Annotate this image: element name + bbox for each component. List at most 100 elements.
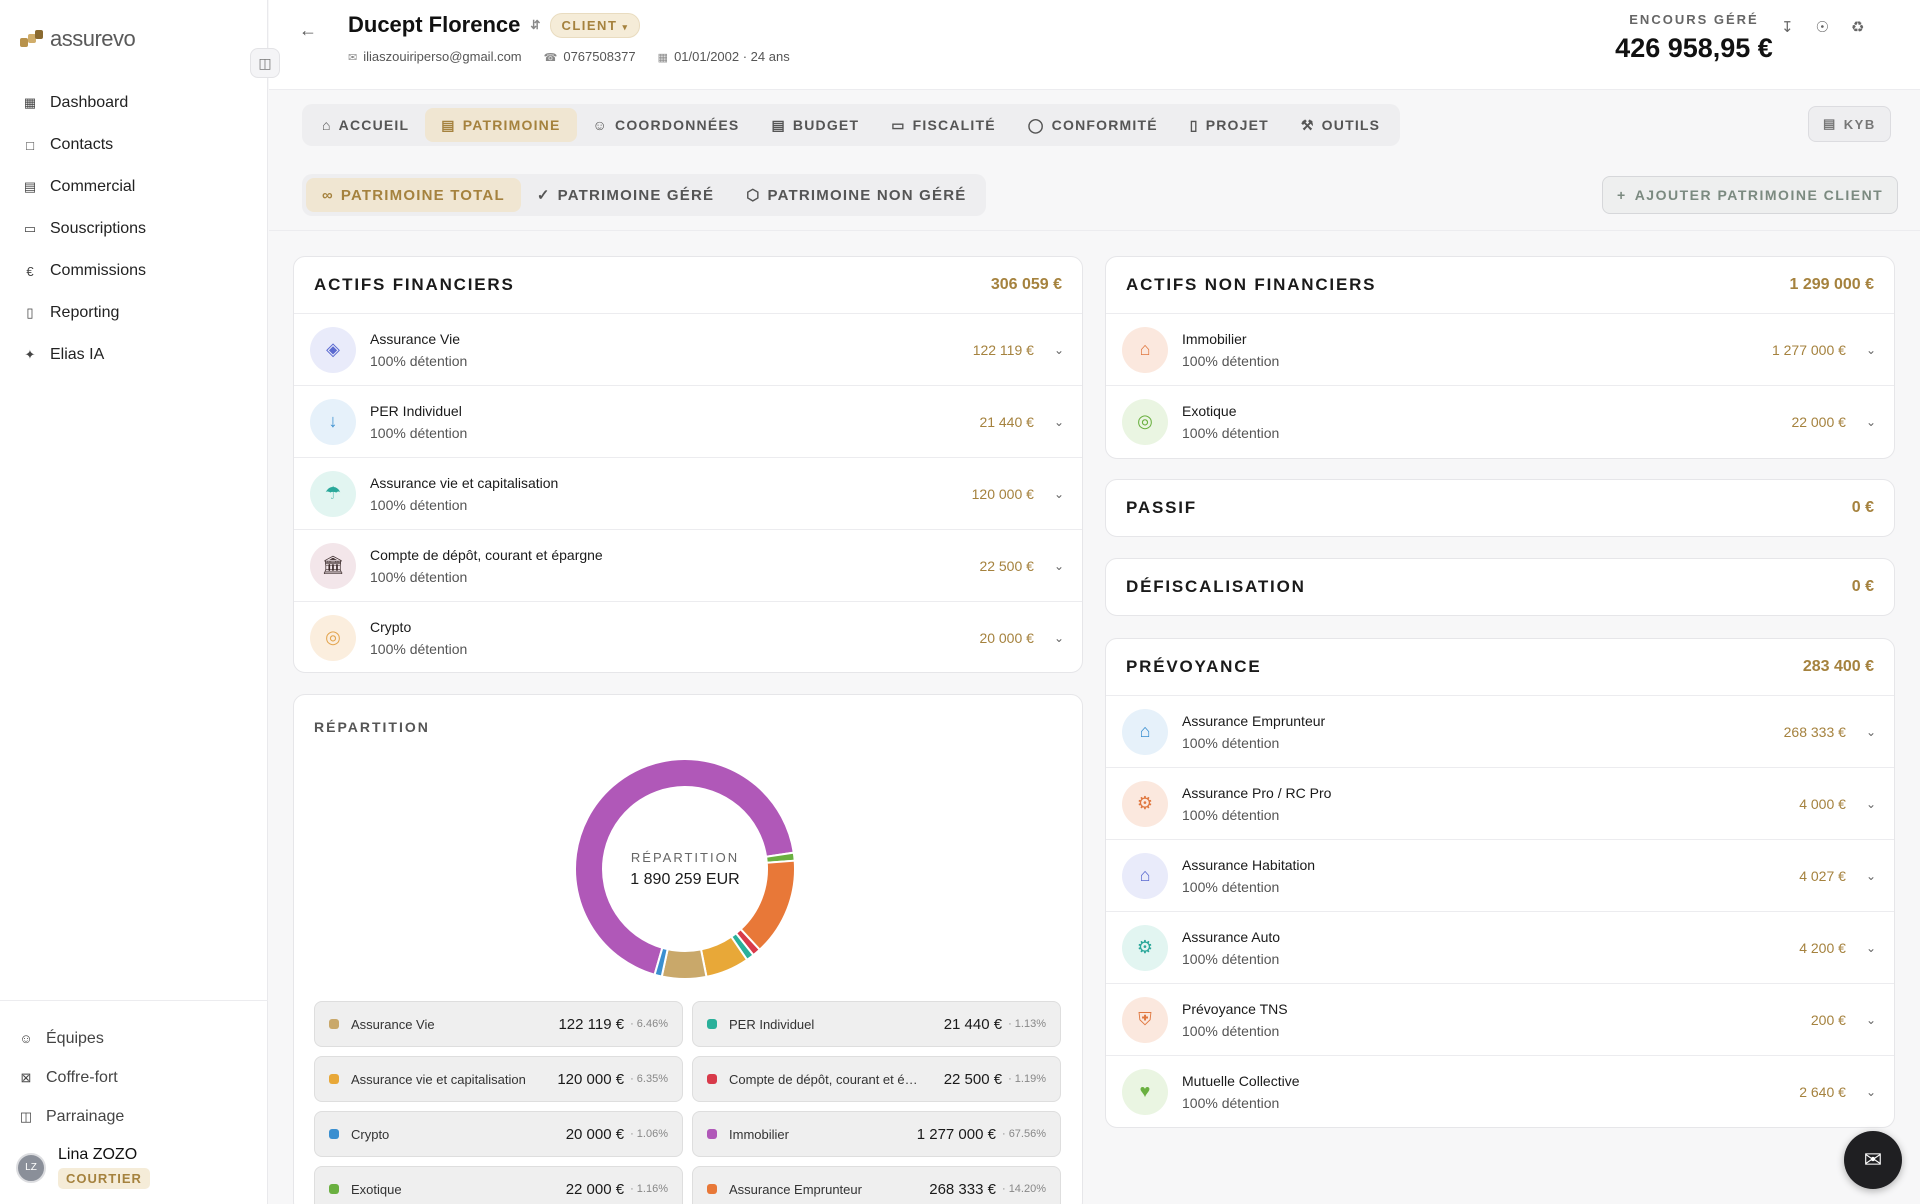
- asset-name: Immobilier: [1182, 330, 1247, 347]
- legend-item[interactable]: PER Individuel 21 440 € · 1.13%: [692, 1001, 1061, 1047]
- tab-accueil[interactable]: ⌂ ACCUEIL: [306, 108, 425, 142]
- brand-logo[interactable]: assurevo: [20, 26, 136, 52]
- chat-button[interactable]: ✉: [1844, 1131, 1902, 1189]
- legend-value: 268 333 €: [929, 1180, 996, 1198]
- chevron-down-icon[interactable]: ⌄: [1053, 486, 1064, 501]
- legend-item[interactable]: Exotique 22 000 € · 1.16%: [314, 1166, 683, 1204]
- legend-label: Immobilier: [729, 1126, 789, 1142]
- chevron-down-icon[interactable]: ⌄: [1053, 630, 1064, 645]
- chevron-down-icon[interactable]: ⌄: [1865, 414, 1876, 429]
- chevron-down-icon[interactable]: ⌄: [1053, 342, 1064, 357]
- asset-row[interactable]: ⛨ Prévoyance TNS 100% détention 200 € ⌄: [1106, 983, 1894, 1055]
- legend-item[interactable]: Crypto 20 000 € · 1.06%: [314, 1111, 683, 1157]
- sidebar-item-elias-ia[interactable]: ✦ Elias IA: [22, 334, 252, 376]
- email-meta[interactable]: ✉ iliaszouiriperso@gmail.com: [348, 49, 522, 64]
- chevron-down-icon[interactable]: ⌄: [1865, 342, 1876, 357]
- legend-percent: · 1.13%: [1008, 1018, 1046, 1030]
- asset-row[interactable]: ◎ Crypto 100% détention 20 000 € ⌄: [294, 601, 1082, 672]
- card-total: 283 400 €: [1802, 658, 1874, 675]
- patrimoine-sub-tabs: ∞ PATRIMOINE TOTAL ✓ PATRIMOINE GÉRÉ ⬡ PATR…: [302, 174, 987, 216]
- tab-patrimoine-gere[interactable]: ✓ PATRIMOINE GÉRÉ: [521, 178, 730, 212]
- chevron-down-icon[interactable]: ⌄: [1053, 558, 1064, 573]
- sidebar-item-commissions[interactable]: € Commissions: [22, 250, 252, 292]
- sidebar-item-souscriptions[interactable]: ▭ Souscriptions: [22, 208, 252, 250]
- asset-row[interactable]: ⚙ Assurance Pro / RC Pro 100% détention 4 0…: [1106, 767, 1894, 839]
- passif-card[interactable]: PASSIF 0 €: [1105, 479, 1895, 537]
- sidebar-item-commercial[interactable]: ▤ Commercial: [22, 166, 252, 208]
- legend-value: 120 000 €: [557, 1070, 625, 1088]
- legend-label: Assurance Vie: [351, 1016, 435, 1032]
- tab-projet[interactable]: ▯ PROJET: [1174, 108, 1285, 142]
- defiscalisation-card[interactable]: DÉFISCALISATION 0 €: [1105, 558, 1895, 616]
- legend-item[interactable]: Immobilier 1 277 000 € · 67.56%: [692, 1111, 1061, 1157]
- legend-item[interactable]: Assurance vie et capitalisation 120 000 €…: [314, 1056, 683, 1102]
- tab-patrimoine-total[interactable]: ∞ PATRIMOINE TOTAL: [306, 178, 521, 212]
- legend-item[interactable]: Assurance Vie 122 119 € · 6.46%: [314, 1001, 683, 1047]
- asset-row[interactable]: ◎ Exotique 100% détention 22 000 € ⌄: [1106, 385, 1894, 457]
- sidebar-item-coffre-fort[interactable]: ⊠ Coffre-fort: [0, 1058, 268, 1097]
- tab-patrimoine[interactable]: ▤ PATRIMOINE: [425, 108, 577, 142]
- kyb-button[interactable]: ▤ KYB: [1808, 106, 1891, 142]
- asset-value: 4 000 €: [1799, 795, 1846, 812]
- chevron-down-icon[interactable]: ⌄: [1865, 724, 1876, 739]
- card-header: ACTIFS FINANCIERS 306 059 €: [294, 257, 1082, 313]
- asset-value: 21 440 €: [979, 413, 1034, 430]
- chevron-down-icon[interactable]: ⌄: [1865, 868, 1876, 883]
- sidebar-item-parrainage[interactable]: ◫ Parrainage: [0, 1097, 268, 1136]
- repartition-title: RÉPARTITION: [314, 719, 430, 735]
- asset-row[interactable]: ⌂ Assurance Emprunteur 100% détention 268 3…: [1106, 695, 1894, 767]
- asset-ownership: 100% détention: [1182, 878, 1280, 895]
- tab-label: FISCALITÉ: [912, 117, 996, 133]
- cube-icon: ⬡: [746, 187, 761, 204]
- legend-swatch: [329, 1129, 339, 1139]
- user-profile[interactable]: LZ Lina ZOZO COURTIER: [16, 1146, 150, 1189]
- legend-value: 122 119 €: [558, 1015, 625, 1033]
- asset-name: Assurance Emprunteur: [1182, 712, 1326, 729]
- add-button-label: AJOUTER PATRIMOINE CLIENT: [1634, 187, 1884, 203]
- asset-row[interactable]: ♥ Mutuelle Collective 100% détention 2 640 …: [1106, 1055, 1894, 1127]
- chevron-down-icon[interactable]: ⌄: [1865, 796, 1876, 811]
- add-patrimoine-button[interactable]: + AJOUTER PATRIMOINE CLIENT: [1602, 176, 1899, 214]
- tab-budget[interactable]: ▤ BUDGET: [755, 108, 875, 142]
- tab-patrimoine-non-gere[interactable]: ⬡ PATRIMOINE NON GÉRÉ: [730, 178, 982, 212]
- download-icon[interactable]: ↧: [1781, 19, 1794, 36]
- legend-swatch: [329, 1184, 339, 1194]
- asset-value: 200 €: [1810, 1011, 1846, 1028]
- asset-row[interactable]: 🏛 Compte de dépôt, courant et épargne 100%…: [294, 529, 1082, 601]
- tab-conformite[interactable]: ◯ CONFORMITÉ: [1012, 108, 1174, 142]
- pie-slice[interactable]: [653, 946, 669, 978]
- asset-name: Assurance Auto: [1182, 928, 1281, 945]
- pie-slice[interactable]: [574, 758, 795, 976]
- tab-outils[interactable]: ⚒ OUTILS: [1285, 108, 1396, 142]
- legend-item[interactable]: Compte de dépôt, courant et é… 22 500 € · …: [692, 1056, 1061, 1102]
- asset-row[interactable]: ⌂ Immobilier 100% détention 1 277 000 € ⌄: [1106, 313, 1894, 385]
- sidebar-item-reporting[interactable]: ▯ Reporting: [22, 292, 252, 334]
- legend-label: Assurance Emprunteur: [729, 1181, 862, 1197]
- collapse-sidebar-button[interactable]: ◫: [250, 48, 280, 78]
- asset-ownership: 100% détention: [370, 496, 468, 513]
- legend-label: Exotique: [351, 1181, 402, 1197]
- phone-meta[interactable]: ☎ 0767508377: [544, 49, 636, 64]
- asset-row[interactable]: ◈ Assurance Vie 100% détention 122 119 € ⌄: [294, 313, 1082, 385]
- sidebar-item-dashboard[interactable]: ▦ Dashboard: [22, 82, 252, 124]
- chevron-down-icon[interactable]: ⌄: [1053, 414, 1064, 429]
- sidebar-item-contacts[interactable]: □ Contacts: [22, 124, 252, 166]
- chevron-down-icon[interactable]: ⌄: [1865, 1012, 1876, 1027]
- client-status-badge[interactable]: CLIENT ▾: [550, 12, 640, 38]
- switch-client-icon[interactable]: ⇵: [530, 18, 541, 32]
- circle-icon: ◎: [1122, 398, 1168, 445]
- legend-item[interactable]: Assurance Emprunteur 268 333 € · 14.20%: [692, 1166, 1061, 1204]
- sidebar-item-equipes[interactable]: ☺ Équipes: [0, 1019, 268, 1058]
- card-total: 0 €: [1851, 578, 1874, 595]
- chevron-down-icon[interactable]: ⌄: [1865, 1084, 1876, 1099]
- asset-row[interactable]: ↓ PER Individuel 100% détention 21 440 € ⌄: [294, 385, 1082, 457]
- asset-row[interactable]: ⚙ Assurance Auto 100% détention 4 200 € ⌄: [1106, 911, 1894, 983]
- back-arrow-icon[interactable]: ←: [299, 20, 317, 40]
- shield-check-icon[interactable]: ☉: [1815, 19, 1830, 36]
- asset-row[interactable]: ☂ Assurance vie et capitalisation 100% dét…: [294, 457, 1082, 529]
- asset-row[interactable]: ⌂ Assurance Habitation 100% détention 4 027…: [1106, 839, 1894, 911]
- tab-fiscalite[interactable]: ▭ FISCALITÉ: [875, 108, 1012, 142]
- tab-coordonnees[interactable]: ☺ COORDONNÉES: [577, 108, 756, 142]
- chevron-down-icon[interactable]: ⌄: [1865, 940, 1876, 955]
- trash-icon[interactable]: ♻: [1851, 19, 1865, 36]
